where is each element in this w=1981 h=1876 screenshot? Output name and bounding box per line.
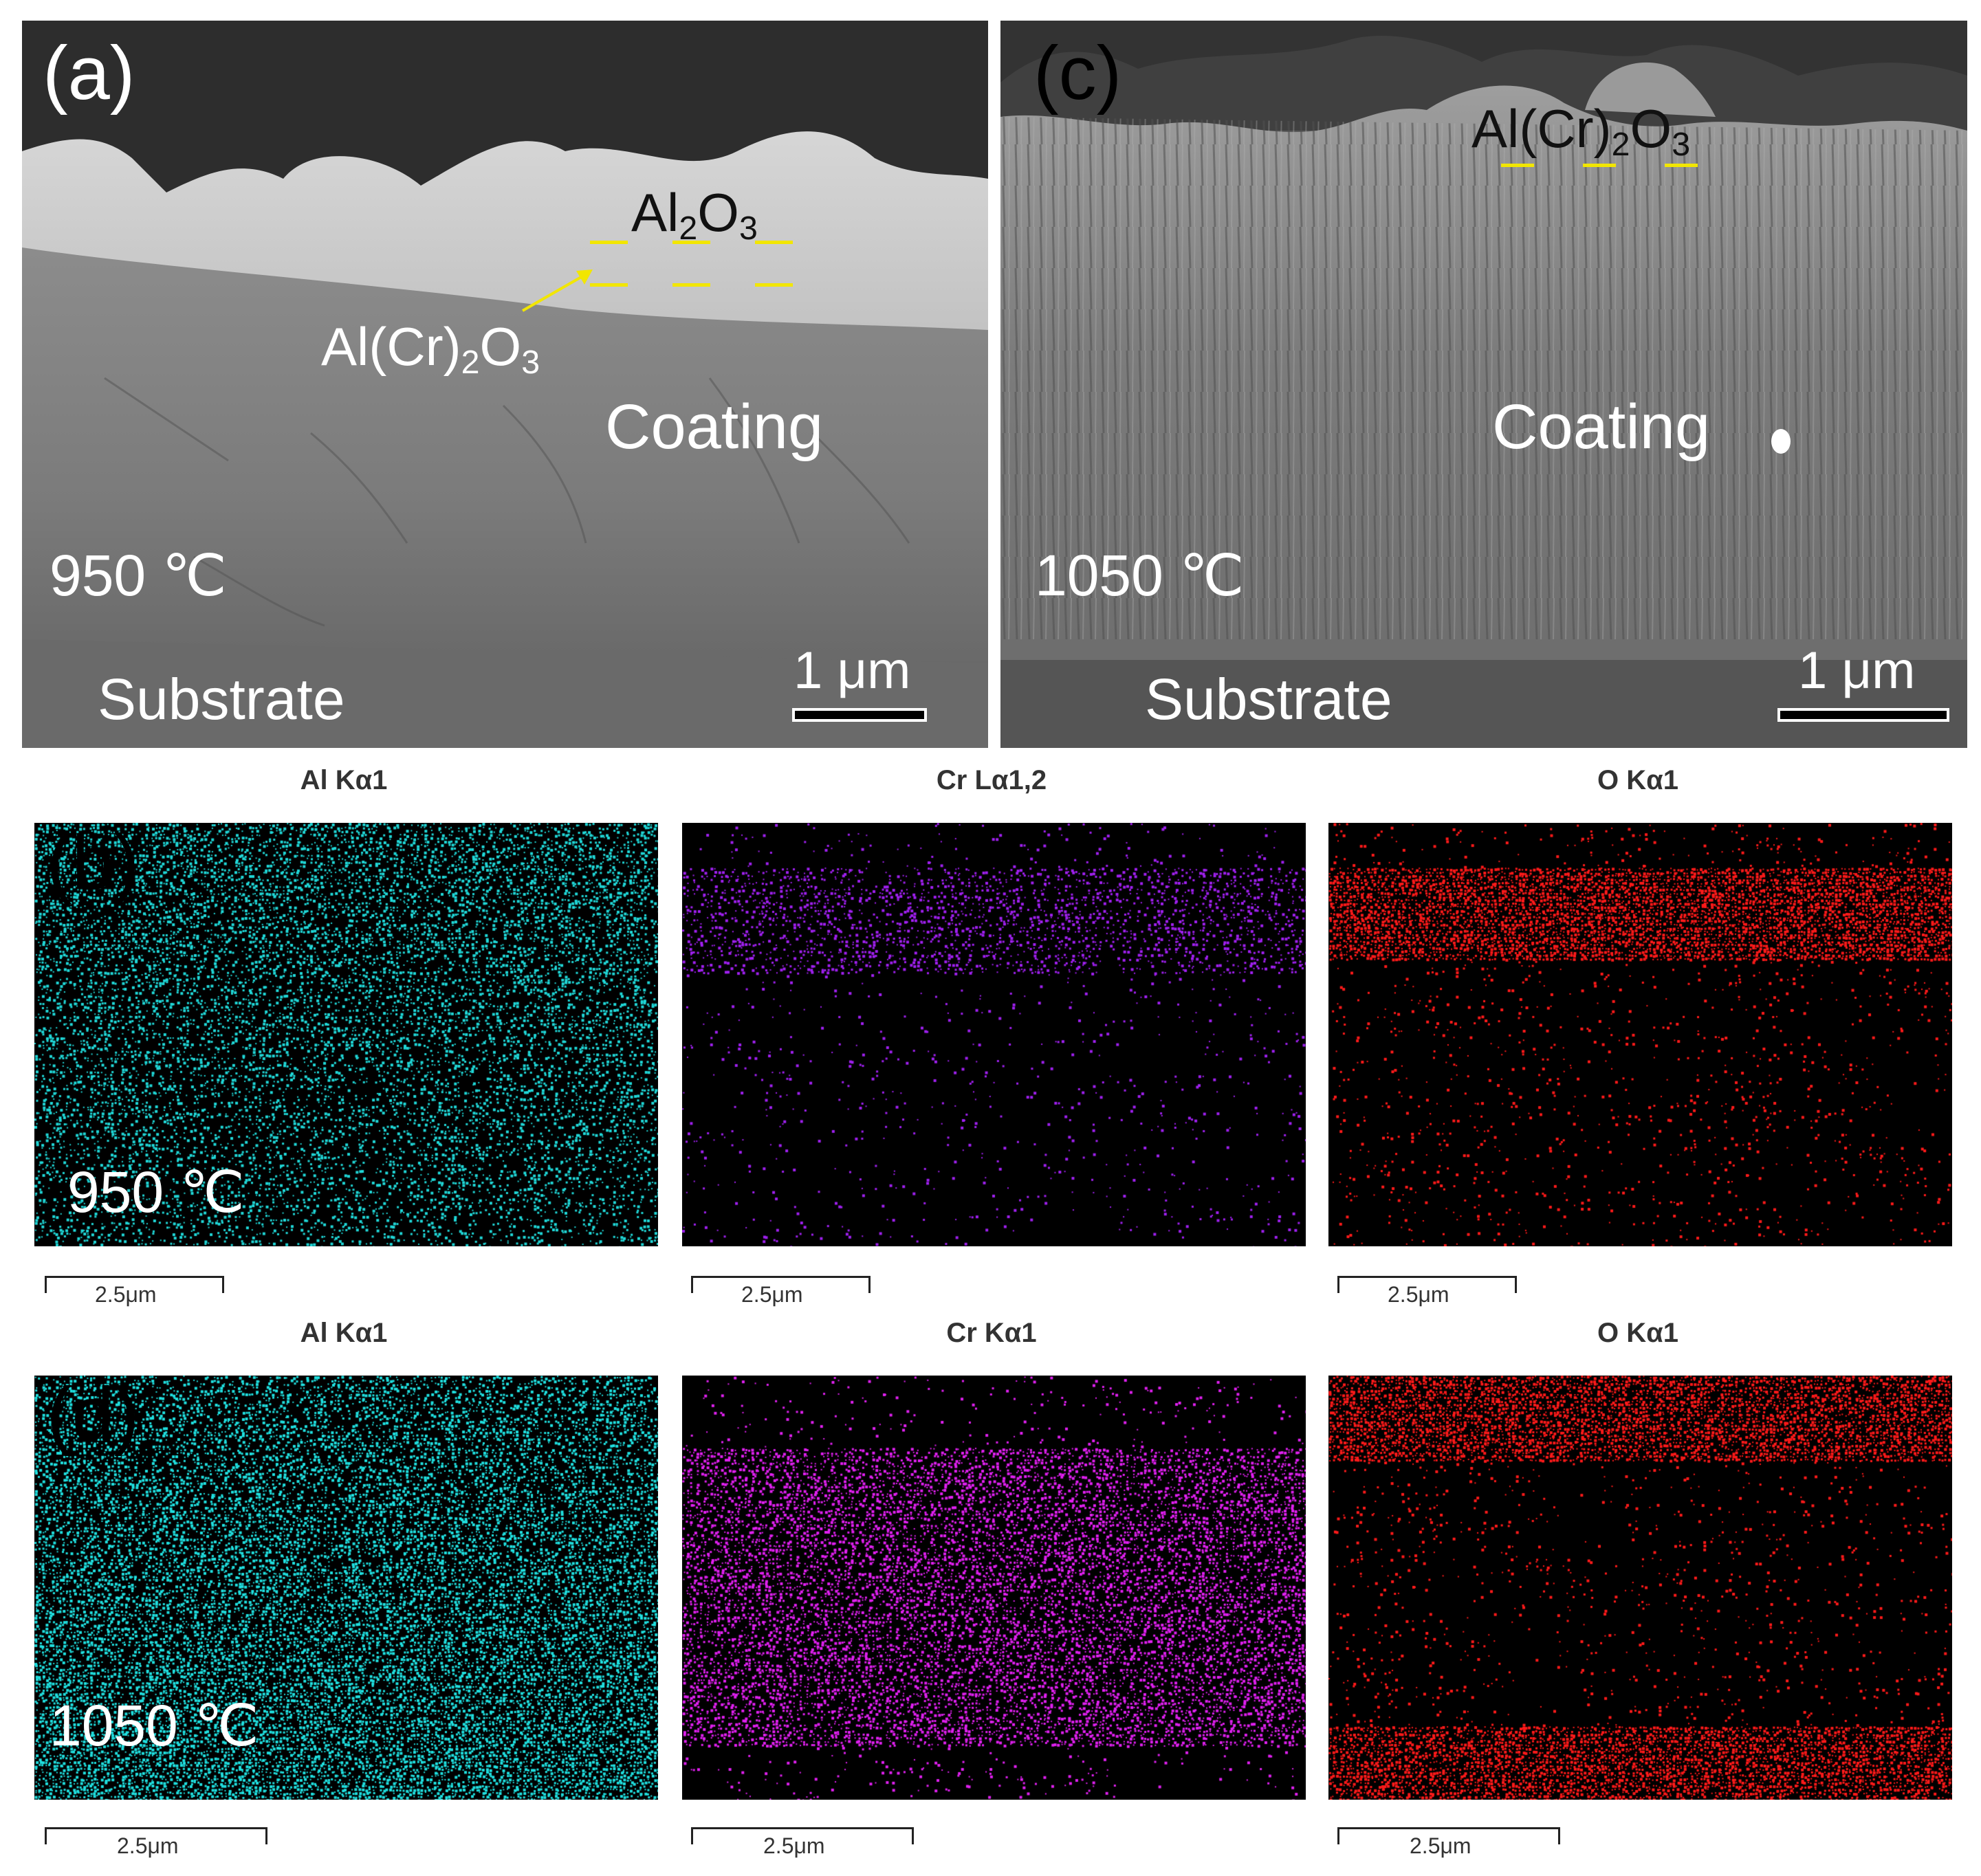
scale-bar — [1777, 708, 1949, 722]
panel-letter-d: (d) — [47, 1372, 140, 1457]
oxide-boundary-marker — [672, 241, 710, 244]
sem-coating-cross-section — [1000, 21, 1967, 748]
scale-bar-label: 1 μm — [794, 641, 911, 700]
panel-letter-b: (b) — [47, 820, 140, 905]
temperature-label: 950 ℃ — [67, 1160, 245, 1224]
map-scale-bar — [45, 1276, 224, 1293]
cr-map-canvas — [682, 823, 1306, 1246]
map-scale-label: 2.5μm — [1388, 1282, 1449, 1307]
map-scale-bar — [1337, 1276, 1517, 1293]
cr-map-canvas — [682, 1376, 1306, 1800]
alcr2o3-label: Al(Cr)2O3 — [1471, 98, 1691, 164]
al2o3-label: Al2O3 — [631, 182, 758, 247]
map-scale-label: 2.5μm — [117, 1833, 179, 1858]
o-map-canvas — [1328, 823, 1952, 1246]
map-scale-label: 2.5μm — [1410, 1833, 1471, 1858]
oxide-boundary-marker — [590, 283, 628, 287]
substrate-label: Substrate — [98, 667, 345, 731]
map-scale-label: 2.5μm — [763, 1833, 825, 1858]
o-map-canvas — [1328, 1376, 1952, 1800]
map-scale-bar — [691, 1827, 914, 1844]
temperature-label: 950 ℃ — [50, 543, 227, 608]
al-map-canvas — [34, 823, 658, 1246]
eds-map-al — [34, 1376, 658, 1800]
oxide-boundary-marker — [1583, 164, 1616, 167]
coating-label: Coating — [1492, 392, 1711, 462]
oxide-boundary-marker — [590, 241, 628, 244]
al-map-canvas — [34, 1376, 658, 1800]
coating-label: Coating — [605, 392, 824, 462]
oxide-boundary-marker — [1501, 164, 1534, 167]
eds-map-cr — [682, 1376, 1306, 1800]
substrate-label: Substrate — [1145, 667, 1392, 731]
map-title-al: Al Kα1 — [300, 1318, 388, 1348]
map-title-cr: Cr Kα1 — [946, 1318, 1037, 1348]
eds-map-al — [34, 823, 658, 1246]
temperature-label: 1050 ℃ — [50, 1693, 259, 1758]
oxide-boundary-marker — [755, 283, 793, 287]
oxide-boundary-marker — [672, 283, 710, 287]
map-scale-bar — [691, 1276, 871, 1293]
sem-panel-a: (a) Al2O3 Al(Cr)2O3 Coating 950 ℃ Substr… — [22, 21, 988, 748]
oxide-boundary-marker — [1665, 164, 1698, 167]
sem-oxide-surface — [22, 131, 988, 748]
arrow-icon — [522, 269, 593, 312]
scale-bar — [792, 708, 927, 722]
panel-letter-c: (c) — [1033, 31, 1122, 115]
oxide-boundary-marker — [755, 241, 793, 244]
temperature-label: 1050 ℃ — [1035, 543, 1245, 608]
map-scale-label: 2.5μm — [95, 1282, 157, 1307]
map-scale-bar — [1337, 1827, 1560, 1844]
map-title-o: O Kα1 — [1597, 1318, 1678, 1348]
map-title-al: Al Kα1 — [300, 765, 388, 795]
alcr2o3-label: Al(Cr)2O3 — [321, 316, 540, 382]
eds-map-cr — [682, 823, 1306, 1246]
panel-letter-a: (a) — [43, 31, 135, 115]
eds-map-o — [1328, 823, 1952, 1246]
eds-map-o — [1328, 1376, 1952, 1800]
map-title-o: O Kα1 — [1597, 765, 1678, 795]
sem-panel-c: (c) Al(Cr)2O3 Coating 1050 ℃ Substrate 1… — [1000, 21, 1967, 748]
map-scale-label: 2.5μm — [741, 1282, 803, 1307]
map-title-cr: Cr Lα1,2 — [936, 765, 1047, 795]
particle-icon — [1771, 429, 1791, 454]
map-scale-bar — [45, 1827, 267, 1844]
scale-bar-label: 1 μm — [1798, 641, 1916, 700]
